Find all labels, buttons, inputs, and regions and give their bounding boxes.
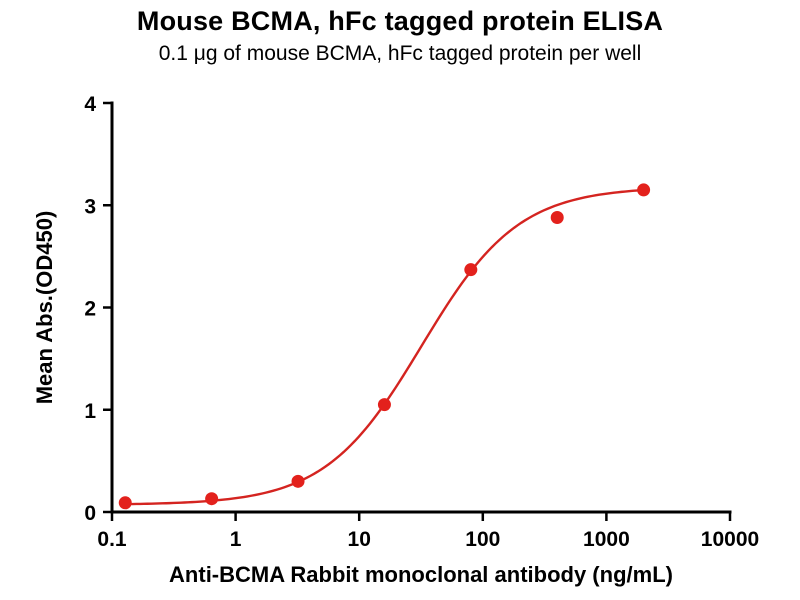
- x-tick-label: 1: [230, 528, 242, 551]
- y-tick-label: 4: [84, 93, 96, 116]
- chart-title: Mouse BCMA, hFc tagged protein ELISA: [136, 6, 664, 36]
- data-point: [637, 183, 651, 197]
- y-tick-label: 0: [84, 502, 96, 525]
- data-point: [291, 474, 305, 488]
- x-tick-label: 0.1: [97, 528, 127, 551]
- data-point: [377, 398, 391, 412]
- data-point: [550, 211, 564, 225]
- x-tick-label: 1000: [583, 528, 630, 551]
- x-axis-title: Anti-BCMA Rabbit monoclonal antibody (ng…: [169, 562, 673, 587]
- x-tick-label: 10000: [701, 528, 759, 551]
- data-point: [205, 492, 219, 506]
- data-point: [464, 263, 478, 277]
- y-tick-label: 1: [84, 400, 96, 423]
- fit-curve: [125, 188, 644, 506]
- x-tick-label: 100: [465, 528, 500, 551]
- y-tick-label: 2: [84, 298, 96, 321]
- chart-subtitle: 0.1 μg of mouse BCMA, hFc tagged protein…: [158, 42, 642, 65]
- y-axis-title: Mean Abs.(OD450): [32, 211, 57, 405]
- y-tick-label: 3: [84, 195, 96, 218]
- data-point: [118, 496, 132, 510]
- x-tick-label: 10: [348, 528, 371, 551]
